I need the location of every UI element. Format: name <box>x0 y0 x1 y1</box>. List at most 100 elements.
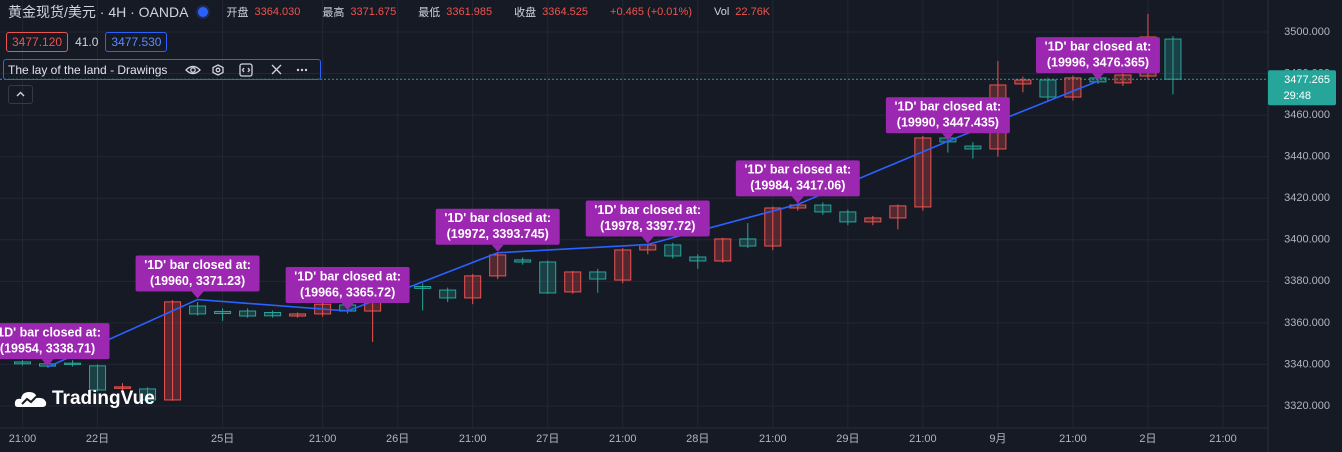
candle-body <box>239 310 257 317</box>
annotation: '1D' bar closed at: (19978, 3397.72) <box>585 200 710 244</box>
x-tick-label: 27日 <box>536 433 559 445</box>
settings-icon[interactable] <box>212 63 224 76</box>
annotation-title: '1D' bar closed at: <box>0 325 101 339</box>
ohlc-label: 最低 <box>418 7 441 19</box>
logo-text: TradingVue <box>52 388 155 409</box>
annotation-label: (19996, 3476.365) <box>1047 55 1149 69</box>
status-dot <box>196 5 211 19</box>
candle-body <box>1039 79 1057 98</box>
code-icon[interactable] <box>239 62 253 77</box>
annotation-pointer <box>341 302 354 310</box>
collapse-button[interactable] <box>8 85 33 104</box>
candle-body <box>89 365 107 391</box>
spread: 41.0 <box>75 35 99 49</box>
candle-body <box>14 361 32 365</box>
y-tick-label: 3440.000 <box>1284 151 1330 163</box>
y-tick-label: 3380.000 <box>1284 275 1330 287</box>
annotation-box <box>585 200 710 237</box>
logo: TradingVue <box>14 388 155 410</box>
annotation: '1D' bar closed at: (19984, 3417.06) <box>735 160 860 204</box>
annotation-pointer <box>41 359 54 367</box>
last-price-box <box>1268 70 1336 106</box>
annotation-title: '1D' bar closed at: <box>144 258 251 272</box>
annotation: '1D' bar closed at: (19954, 3338.71) <box>0 323 110 367</box>
candle-body <box>464 275 482 299</box>
annotation: '1D' bar closed at: (19966, 3365.72) <box>285 266 410 310</box>
candle-body <box>814 204 832 213</box>
ohlc-value: 3364.525 <box>542 6 589 18</box>
annotation-line <box>47 80 1099 368</box>
annotation-title: '1D' bar closed at: <box>1045 39 1152 53</box>
candle-body <box>864 217 882 223</box>
ohlc-value: 3371.675 <box>350 6 397 18</box>
annotation-box <box>1035 37 1160 74</box>
annotation: '1D' bar closed at: (19990, 3447.435) <box>885 97 1010 141</box>
annotation-label: (19966, 3365.72) <box>300 285 395 299</box>
candle-body <box>839 211 857 223</box>
ohlc-label: 收盘 <box>514 7 537 19</box>
x-tick-label: 21:00 <box>309 433 337 445</box>
y-tick-label: 3420.000 <box>1284 192 1330 204</box>
candle-body <box>539 261 557 294</box>
x-tick-label: 21:00 <box>1059 433 1087 445</box>
candle-body <box>414 286 432 289</box>
drawings-panel: The lay of the land - Drawings <box>3 59 321 80</box>
candle-body <box>614 249 632 281</box>
candle-body <box>639 244 657 251</box>
bid-button[interactable]: 3477.120 <box>6 32 69 52</box>
symbol-title[interactable]: 黄金现货/美元 · 4H · OANDA <box>8 4 189 20</box>
candle-body <box>164 301 182 401</box>
quote-row: 3477.120 41.0 3477.530 <box>6 32 168 52</box>
y-tick-label: 3360.000 <box>1284 317 1330 329</box>
close-icon[interactable] <box>271 64 282 74</box>
y-tick-label: 3320.000 <box>1284 400 1330 412</box>
candle-body <box>589 271 607 280</box>
x-tick-label: 21:00 <box>459 433 487 445</box>
ohlc-value: 3364.030 <box>254 6 301 18</box>
x-tick-label: 21:00 <box>759 433 787 445</box>
candle-body <box>514 259 532 263</box>
x-tick-label: 21:00 <box>909 433 937 445</box>
x-tick-label: 22日 <box>86 433 109 445</box>
ask-button[interactable]: 3477.530 <box>105 32 168 52</box>
x-tick-label: 2日 <box>1139 433 1156 445</box>
eye-icon[interactable] <box>184 65 201 74</box>
annotation-box <box>435 208 560 245</box>
x-tick-label: 25日 <box>211 433 234 445</box>
y-tick-label: 3400.000 <box>1284 234 1330 246</box>
candle-body <box>889 205 907 219</box>
ohlc-label: 开盘 <box>226 7 249 19</box>
annotation-title: '1D' bar closed at: <box>594 203 701 217</box>
candle-body <box>764 207 782 247</box>
annotation-pointer <box>941 133 954 141</box>
x-tick-label: 21:00 <box>9 433 37 445</box>
candle-body <box>1114 74 1132 84</box>
annotation: '1D' bar closed at: (19960, 3371.23) <box>135 255 260 299</box>
ohlc-label: 最高 <box>322 7 345 19</box>
annotation-box <box>135 255 260 292</box>
candle-body <box>114 386 132 389</box>
annotation-label: (19978, 3397.72) <box>600 219 695 233</box>
last-price-label: 3477.265 <box>1284 74 1330 86</box>
candle-body <box>564 271 582 293</box>
candle-body <box>189 305 207 315</box>
x-tick-label: 28日 <box>686 433 709 445</box>
y-tick-label: 3500.000 <box>1284 26 1330 38</box>
y-tick-label: 3340.000 <box>1284 358 1330 370</box>
candle-body <box>289 313 307 317</box>
candle-body <box>489 254 507 277</box>
annotation-pointer <box>1091 73 1104 81</box>
more-icon[interactable] <box>296 68 307 71</box>
annotation: '1D' bar closed at: (19972, 3393.745) <box>435 208 560 252</box>
ohlc-value: 3361.985 <box>446 6 493 18</box>
ohlc-value: +0.465 (+0.01%) <box>610 6 692 18</box>
panel-title: The lay of the land - Drawings <box>8 62 168 77</box>
panel-icons <box>184 62 307 77</box>
candle-body <box>439 289 457 299</box>
annotation-title: '1D' bar closed at: <box>744 163 851 177</box>
candle-body <box>714 238 732 262</box>
annotation-pointer <box>191 291 204 299</box>
annotation-box <box>735 160 860 197</box>
x-tick-label: 21:00 <box>1209 433 1237 445</box>
